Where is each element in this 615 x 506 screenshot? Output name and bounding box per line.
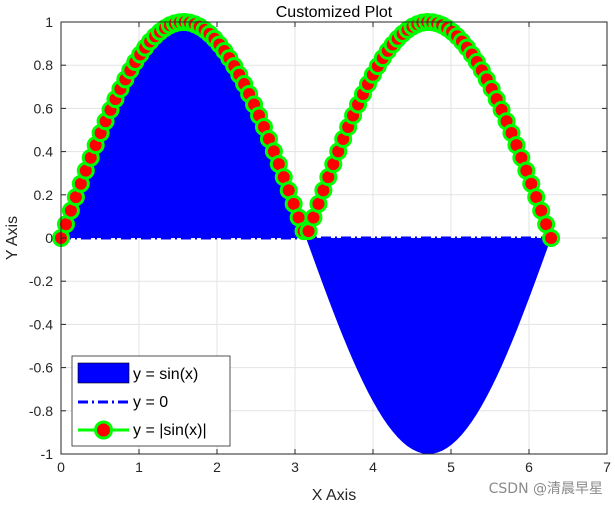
y-tick-label: -0.4 bbox=[29, 316, 53, 332]
x-tick-label: 2 bbox=[213, 459, 221, 475]
x-axis-label: X Axis bbox=[312, 487, 356, 504]
y-tick-label: -1 bbox=[41, 446, 54, 462]
chart-title: Customized Plot bbox=[276, 4, 393, 21]
x-axis-ticks: 0 1 2 3 4 5 6 7 bbox=[57, 22, 611, 475]
y-tick-label: 0.4 bbox=[34, 144, 54, 160]
y-tick-label: 0 bbox=[45, 230, 53, 246]
legend: y = sin(x) y = 0 y = |sin(x)| bbox=[71, 355, 231, 447]
x-tick-label: 5 bbox=[447, 459, 455, 475]
legend-label-zero: y = 0 bbox=[133, 394, 168, 411]
abs-sin-marker bbox=[542, 228, 561, 247]
y-tick-label: 0.2 bbox=[34, 187, 54, 203]
x-tick-label: 4 bbox=[369, 459, 377, 475]
y-axis-label: Y Axis bbox=[4, 216, 21, 260]
y-tick-label: 0.6 bbox=[34, 100, 54, 116]
legend-swatch-sin-area bbox=[77, 362, 130, 384]
legend-label-abs: y = |sin(x)| bbox=[133, 422, 207, 439]
y-tick-label: -0.6 bbox=[29, 360, 53, 376]
legend-label-sin: y = sin(x) bbox=[133, 366, 198, 383]
y-axis-ticks: -1 -0.8 -0.6 -0.4 -0.2 0 0.2 0.4 0.6 0.8 1 bbox=[29, 14, 607, 462]
watermark: CSDN @清晨早星 bbox=[489, 481, 603, 497]
x-tick-label: 3 bbox=[291, 459, 299, 475]
y-tick-label: -0.2 bbox=[29, 273, 53, 289]
y-tick-label: -0.8 bbox=[29, 403, 53, 419]
abs-sin-series bbox=[52, 13, 561, 247]
legend-swatch-abs-marker bbox=[94, 420, 113, 440]
x-tick-label: 1 bbox=[135, 459, 143, 475]
x-tick-label: 7 bbox=[603, 459, 611, 475]
x-tick-label: 6 bbox=[525, 459, 533, 475]
y-tick-label: 0.8 bbox=[34, 57, 54, 73]
x-tick-label: 0 bbox=[57, 459, 65, 475]
y-tick-label: 1 bbox=[45, 14, 53, 30]
